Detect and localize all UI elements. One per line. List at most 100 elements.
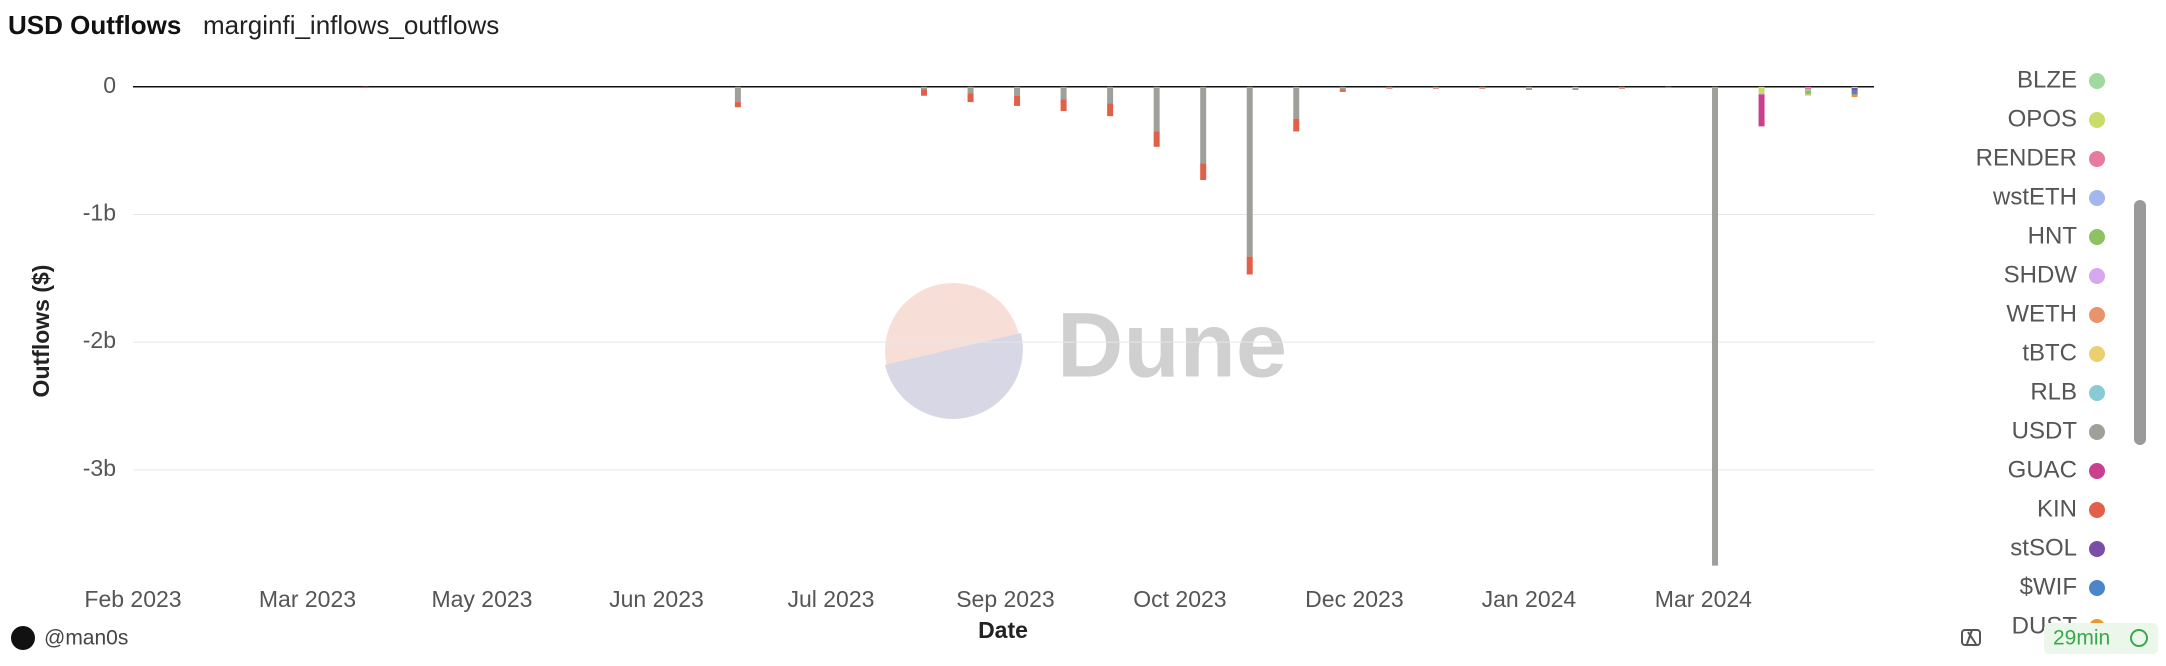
legend-scrollbar[interactable] — [2134, 200, 2146, 445]
legend-label: GUAC — [2008, 456, 2077, 483]
y-tick-label: 0 — [103, 72, 116, 98]
bar-segment — [1060, 86, 1067, 100]
x-tick-label: Jul 2023 — [787, 586, 874, 612]
bar-segment — [967, 93, 974, 103]
x-tick-label: Sep 2023 — [956, 586, 1054, 612]
legend-marker[interactable] — [2089, 541, 2105, 557]
bar-segment — [1525, 88, 1532, 90]
bar-segment — [1479, 88, 1486, 89]
bar-segment — [1572, 89, 1579, 90]
bar-segment — [1572, 88, 1579, 90]
legend-marker[interactable] — [2089, 424, 2105, 440]
author[interactable]: @man0s — [44, 627, 128, 650]
legend-label: RLB — [2030, 378, 2077, 405]
bar-segment — [967, 86, 974, 94]
bar-segment — [734, 86, 741, 103]
bar-segment — [734, 102, 741, 108]
legend-label: stSOL — [2010, 534, 2077, 561]
bar-segment — [1712, 86, 1719, 566]
legend-marker[interactable] — [2089, 229, 2105, 245]
legend-label: USDT — [2012, 417, 2078, 444]
y-tick-label: -2b — [83, 327, 116, 353]
bar-segment — [362, 86, 369, 89]
y-axis-title: Outflows ($) — [28, 265, 54, 398]
legend-marker[interactable] — [2089, 190, 2105, 206]
x-tick-label: Feb 2023 — [84, 586, 181, 612]
bar-segment — [1851, 88, 1858, 91]
plot-area: 0 -1b -2b -3b Feb 2023 Mar 2023 May 2023 Jun 20… — [83, 72, 1874, 612]
bar-segment — [1525, 89, 1532, 90]
bar-segment — [1200, 163, 1207, 180]
x-tick-label: May 2023 — [431, 586, 532, 612]
bar-segment — [1758, 86, 1765, 94]
watermark-logo-part — [885, 333, 1023, 419]
bar-segment — [1200, 86, 1207, 164]
bar-segment — [1665, 86, 1672, 89]
legend-marker[interactable] — [2089, 502, 2105, 518]
author-avatar — [11, 626, 35, 650]
bar-segment — [1851, 94, 1858, 97]
bar-segment — [1014, 95, 1021, 106]
y-tick-label: -1b — [83, 200, 116, 226]
share-icon[interactable] — [1966, 629, 1977, 645]
bar-segment — [1432, 86, 1439, 89]
legend-marker[interactable] — [2089, 268, 2105, 284]
x-axis-title: Date — [978, 617, 1028, 643]
legend-marker[interactable] — [2089, 346, 2105, 362]
refresh-age: 29min — [2053, 627, 2110, 650]
legend-marker[interactable] — [2089, 580, 2105, 596]
bar-segment — [1153, 86, 1160, 132]
legend-label: SHDW — [2004, 261, 2078, 288]
bar-segment — [1758, 94, 1765, 127]
legend-label: WETH — [2006, 300, 2077, 327]
bar-segment — [921, 86, 928, 90]
bar-segment — [1572, 86, 1579, 89]
refresh-icon — [2130, 629, 2148, 647]
x-tick-label: Dec 2023 — [1305, 586, 1403, 612]
legend-label: KIN — [2037, 495, 2077, 522]
bar-segment — [1851, 86, 1858, 89]
bar-segment — [1525, 86, 1532, 89]
legend-label: OPOS — [2008, 105, 2077, 132]
x-tick-label: Oct 2023 — [1133, 586, 1226, 612]
chart-subtitle: marginfi_inflows_outflows — [203, 10, 499, 40]
bar-segment — [1432, 88, 1439, 89]
x-tick-label: Mar 2024 — [1655, 586, 1752, 612]
bar-segment — [1805, 94, 1812, 96]
legend-marker[interactable] — [2089, 151, 2105, 167]
bar-segment — [1246, 86, 1253, 257]
legend-marker[interactable] — [2089, 112, 2105, 128]
bar-segment — [1758, 93, 1765, 95]
bar-segment — [921, 89, 928, 96]
bar-segment — [1618, 86, 1625, 89]
x-tick-label: Jun 2023 — [609, 586, 704, 612]
legend-marker[interactable] — [2089, 73, 2105, 89]
bar-segment — [1060, 99, 1067, 112]
legend-marker[interactable] — [2089, 463, 2105, 479]
x-tick-label: Mar 2023 — [259, 586, 356, 612]
bar-segment — [1805, 89, 1812, 91]
bar-segment — [1246, 256, 1253, 275]
bar-segment — [1618, 88, 1625, 89]
legend-label: wstETH — [1992, 183, 2077, 210]
legend-marker[interactable] — [2089, 307, 2105, 323]
bar-segment — [1107, 103, 1114, 117]
watermark: Dune — [885, 283, 1287, 419]
legend-label: $WIF — [2020, 573, 2077, 600]
legend-marker[interactable] — [2089, 385, 2105, 401]
legend-label: RENDER — [1976, 144, 2077, 171]
legend: BLZE OPOS RENDER wstETH HNT SHDW WETH tBTC RLB US… — [1976, 66, 2105, 636]
bar-segment — [1153, 131, 1160, 147]
bar-segment — [1339, 86, 1346, 90]
bar-segment — [1479, 86, 1486, 89]
refresh-badge[interactable] — [2044, 623, 2158, 654]
bar-segment — [1014, 86, 1021, 96]
x-tick-label: Jan 2024 — [1482, 586, 1577, 612]
legend-label: HNT — [2028, 222, 2078, 249]
bar-segment — [1805, 90, 1812, 95]
bar-segment — [1851, 90, 1858, 95]
y-tick-label: -3b — [83, 455, 116, 481]
bar-segment — [1339, 89, 1346, 92]
